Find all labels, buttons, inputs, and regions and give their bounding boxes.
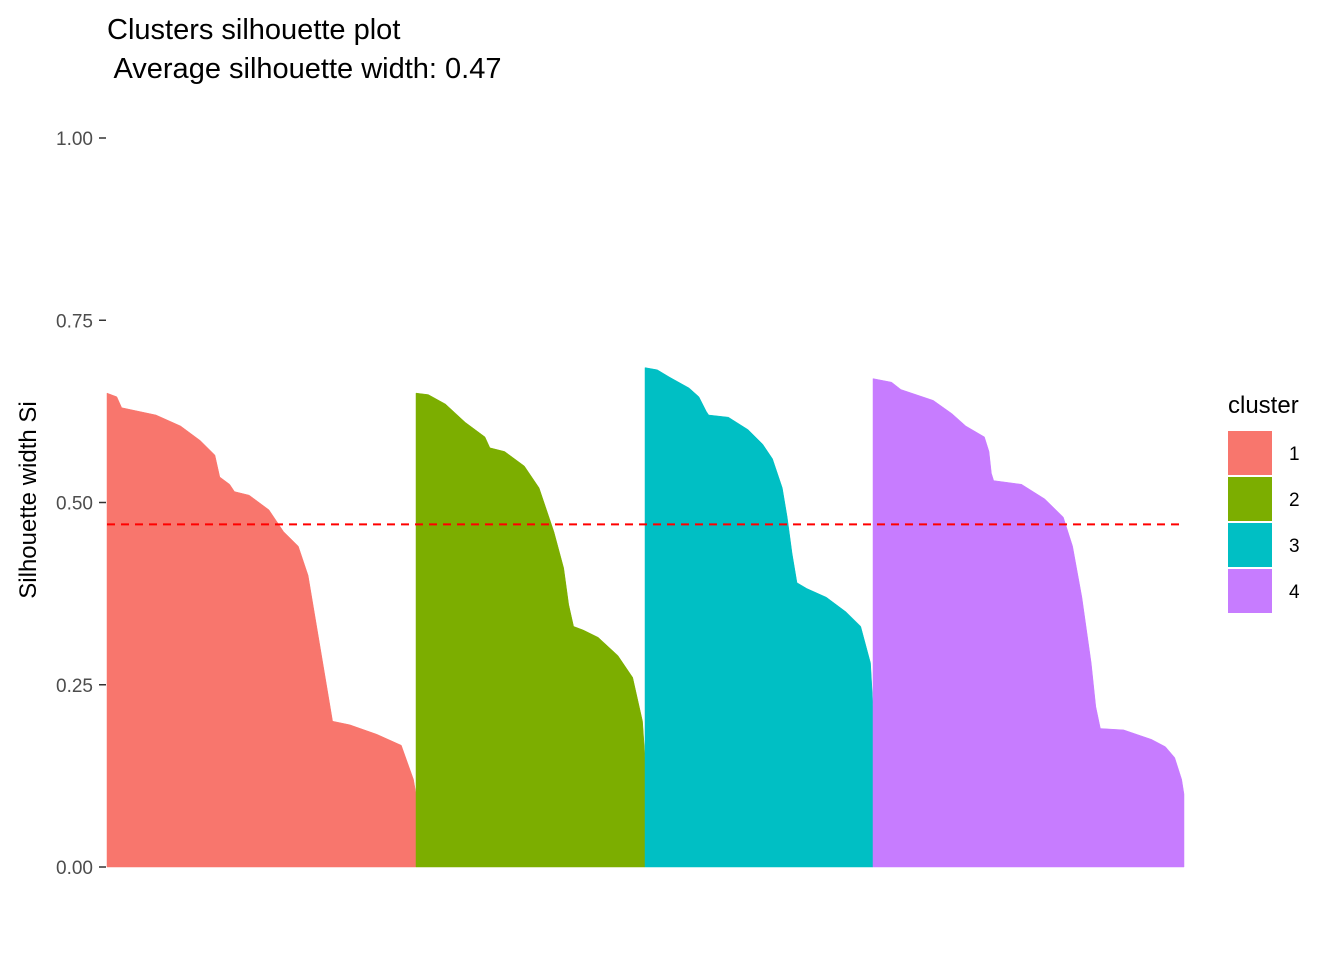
legend-swatch-cluster-2	[1228, 477, 1272, 521]
silhouette-area-cluster-3	[644, 367, 874, 868]
legend-items: 1 2 3 4	[1228, 431, 1300, 613]
legend-label-cluster-4: 4	[1289, 582, 1300, 603]
silhouette-area-cluster-2	[415, 392, 646, 868]
y-axis-title: Silhouette width Si	[15, 401, 42, 598]
chart-subtitle: Average silhouette width: 0.47	[107, 53, 501, 85]
plot-area	[106, 367, 1185, 868]
legend-label-cluster-2: 2	[1289, 490, 1300, 511]
y-tick-label: 0.75	[56, 311, 93, 332]
y-tick-label: 1.00	[56, 129, 93, 150]
legend-swatch-cluster-3	[1228, 523, 1272, 567]
legend-title: cluster	[1228, 392, 1299, 419]
chart-title: Clusters silhouette plot	[107, 14, 400, 46]
y-tick-label: 0.25	[56, 676, 93, 697]
y-axis: 0.00 0.25 0.50 0.75 1.00	[56, 129, 106, 879]
silhouette-area-cluster-1	[106, 392, 417, 868]
silhouette-area-cluster-4	[872, 378, 1185, 868]
silhouette-areas	[106, 367, 1185, 868]
y-tick-label: 0.00	[56, 858, 93, 879]
legend-swatch-cluster-1	[1228, 431, 1272, 475]
legend-swatch-cluster-4	[1228, 569, 1272, 613]
y-tick-label: 0.50	[56, 494, 93, 515]
legend-label-cluster-1: 1	[1289, 444, 1300, 465]
legend-label-cluster-3: 3	[1289, 536, 1300, 557]
legend: cluster 1 2 3 4	[1228, 392, 1300, 613]
